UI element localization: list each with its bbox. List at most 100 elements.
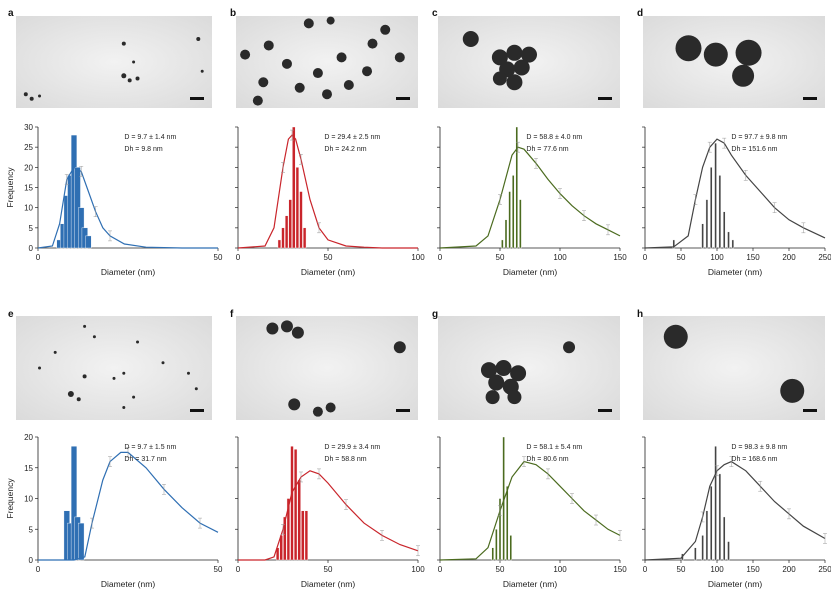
nanoparticle	[76, 397, 81, 402]
nanoparticle	[343, 80, 354, 90]
x-tick-label: 100	[411, 253, 425, 262]
x-tick-label: 50	[324, 253, 333, 262]
nanoparticle	[506, 74, 523, 91]
x-tick-label: 0	[236, 253, 241, 262]
y-axis-title: Frequency	[5, 167, 15, 208]
nanoparticle	[161, 361, 165, 365]
x-tick-label: 50	[324, 565, 333, 574]
nanoparticle	[510, 365, 527, 382]
nanoparticle	[495, 360, 512, 376]
scale-bar	[598, 409, 612, 412]
histogram-bar	[701, 223, 704, 249]
nanoparticle	[280, 320, 293, 333]
nanoparticle	[38, 366, 42, 370]
nanoparticle	[521, 46, 537, 63]
histogram-bar	[299, 191, 303, 249]
mean-diameter-text: D = 9.7 ± 1.4 nm	[124, 134, 176, 141]
y-tick-label: 5	[29, 224, 34, 233]
tem-image-f	[236, 316, 418, 420]
x-tick-label: 150	[746, 253, 760, 262]
size-distribution-curve	[644, 138, 826, 249]
histogram-bar	[78, 522, 85, 561]
x-tick-label: 200	[782, 253, 796, 262]
panel-letter-f: f	[230, 309, 234, 320]
nanoparticle	[294, 82, 305, 93]
panel-letter-e: e	[8, 309, 14, 320]
histogram-bar	[727, 541, 730, 561]
y-tick-label: 10	[24, 495, 33, 504]
y-axis-title: Frequency	[5, 478, 15, 519]
hydrodynamic-diameter-text: Dh = 168.6 nm	[731, 456, 777, 463]
hydrodynamic-diameter-text: Dh = 24.2 nm	[324, 146, 366, 153]
nanoparticle	[312, 68, 323, 79]
x-axis-title: Diameter (nm)	[708, 267, 762, 277]
nanoparticle	[362, 66, 373, 77]
histogram-bar	[501, 239, 504, 249]
histogram-bar	[710, 167, 713, 249]
panel-letter-g: g	[432, 309, 438, 320]
histogram-bar	[714, 142, 717, 249]
panel-letter-b: b	[230, 8, 236, 19]
nanoparticle	[291, 326, 304, 339]
hydrodynamic-diameter-text: Dh = 31.7 nm	[124, 456, 166, 463]
tem-image-a	[16, 16, 212, 108]
y-tick-label: 0	[29, 244, 34, 253]
nanoparticle	[194, 387, 198, 391]
nanoparticle	[394, 52, 405, 63]
histogram-bar	[277, 239, 282, 249]
histogram-bar	[495, 529, 498, 561]
histogram-bar	[85, 235, 92, 249]
histogram-bar	[293, 449, 298, 561]
x-axis-title: Diameter (nm)	[708, 579, 762, 589]
y-tick-label: 0	[29, 556, 34, 565]
histogram-bar	[723, 211, 726, 249]
histogram-bar	[727, 231, 730, 249]
scale-bar	[190, 409, 204, 412]
nanoparticle	[491, 49, 508, 66]
x-tick-label: 100	[553, 565, 567, 574]
x-tick-label: 50	[496, 565, 505, 574]
y-tick-label: 5	[29, 525, 34, 534]
nanoparticle	[735, 39, 762, 66]
hydrodynamic-diameter-text: Dh = 58.8 nm	[324, 456, 366, 463]
histogram-bar	[718, 473, 722, 561]
x-tick-label: 50	[214, 253, 223, 262]
nanoparticle	[263, 40, 274, 51]
x-axis-title: Diameter (nm)	[503, 267, 557, 277]
size-distribution-curve	[439, 460, 621, 561]
size-distribution-curve	[38, 451, 219, 561]
x-tick-label: 50	[214, 565, 223, 574]
nanoparticle	[485, 390, 500, 405]
x-tick-label: 250	[818, 565, 831, 574]
nanoparticle	[196, 37, 201, 41]
x-tick-label: 100	[710, 565, 724, 574]
histogram-bar	[731, 239, 735, 249]
histogram-bar	[512, 175, 515, 249]
hydrodynamic-diameter-text: Dh = 77.6 nm	[526, 146, 568, 153]
nanoparticle	[462, 31, 479, 47]
x-tick-label: 0	[36, 565, 41, 574]
size-distribution-curve	[644, 460, 826, 561]
histogram-bar	[504, 219, 508, 249]
histogram-chart-e: 0 5 10 15 20 0 50 D = 9.7 ± 1.5 nm Dh = 31.7 nm D…	[5, 433, 223, 589]
nanoparticle	[132, 60, 136, 64]
histogram-chart-a: 0 5 10 15 20 25 30 0 50 D = 9.7 ± 1.4 nm Dh = 9.8 …	[5, 123, 223, 277]
histogram-bar	[301, 510, 305, 561]
nanoparticle	[506, 44, 523, 61]
histogram-bar	[672, 239, 675, 249]
histogram-bar	[508, 191, 511, 249]
histogram-bar	[705, 199, 709, 249]
panel-letter-a: a	[8, 8, 14, 19]
nanoparticle	[663, 324, 688, 349]
y-tick-label: 15	[24, 464, 33, 473]
y-tick-label: 20	[24, 433, 33, 442]
scale-bar	[396, 409, 410, 412]
x-tick-label: 0	[643, 253, 648, 262]
scale-bar	[803, 409, 817, 412]
nanoparticle	[288, 398, 301, 411]
x-tick-label: 0	[643, 565, 648, 574]
histogram-bar	[723, 516, 726, 561]
nanoparticle	[127, 78, 132, 83]
tem-image-g	[438, 316, 620, 420]
